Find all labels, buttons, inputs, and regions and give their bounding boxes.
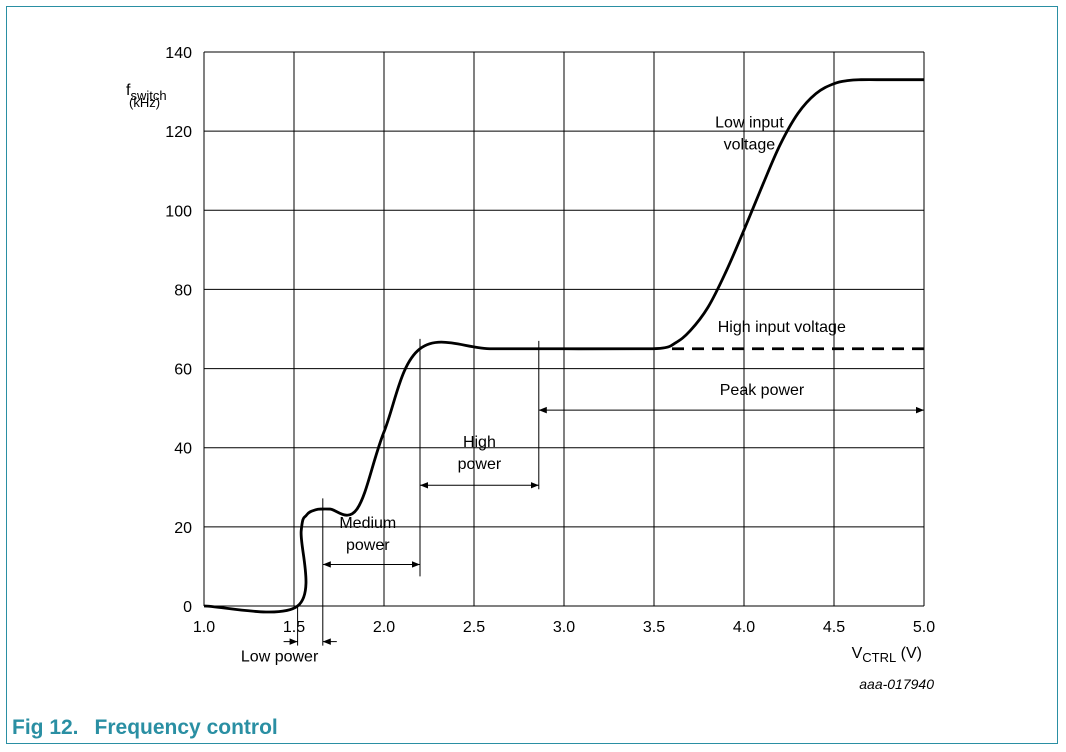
y-tick-label: 120 xyxy=(165,124,192,141)
x-tick-label: 3.5 xyxy=(643,619,665,636)
y-tick-label: 100 xyxy=(165,203,192,220)
figure-frame xyxy=(6,6,1058,744)
annotation-medium-power: power xyxy=(346,537,390,554)
annotation-high-power: power xyxy=(458,456,502,473)
y-tick-label: 60 xyxy=(174,362,192,379)
series-curves xyxy=(203,78,925,614)
y-tick-label: 140 xyxy=(165,45,192,62)
annotation-low-input: voltage xyxy=(724,137,776,154)
figure-title: Frequency control xyxy=(94,716,278,739)
figure-code: aaa-017940 xyxy=(859,676,934,692)
annotations: Low input voltage High input voltage Peak p… xyxy=(241,115,846,666)
annotation-low-power: Low power xyxy=(241,648,319,665)
range-arrows xyxy=(283,406,924,645)
annotation-low-input: Low input xyxy=(715,115,784,132)
x-tick-label: 1.5 xyxy=(283,619,305,636)
figure-caption: Fig 12. Frequency control xyxy=(12,716,278,740)
x-axis-label: VCTRL (V) xyxy=(852,645,922,665)
y-tick-label: 80 xyxy=(174,282,192,299)
y-tick-label: 0 xyxy=(183,599,192,616)
x-tick-label: 2.5 xyxy=(463,619,485,636)
annotation-medium-power: Medium xyxy=(339,515,396,532)
x-tick-label: 2.0 xyxy=(373,619,395,636)
tick-labels: 1.0 1.5 2.0 2.5 3.0 3.5 4.0 4.5 5.0 0 20 40 60 80 100 1… xyxy=(165,45,935,636)
y-axis-unit: (kHz) xyxy=(129,95,160,110)
x-tick-label: 4.0 xyxy=(733,619,755,636)
x-tick-label: 1.0 xyxy=(193,619,215,636)
annotation-high-power: High xyxy=(463,434,496,451)
annotation-peak-power: Peak power xyxy=(720,382,805,399)
grid-lines xyxy=(203,51,925,607)
x-tick-label: 5.0 xyxy=(913,619,935,636)
range-markers xyxy=(297,338,540,646)
y-tick-label: 40 xyxy=(174,441,192,458)
figure-number: Fig 12. xyxy=(12,716,79,739)
axis-labels: fswitch(kHz) VCTRL (V) xyxy=(126,82,922,665)
series-line-low-input-voltage xyxy=(203,78,925,614)
x-tick-label: 3.0 xyxy=(553,619,575,636)
annotation-high-input: High input voltage xyxy=(718,319,846,336)
y-tick-label: 20 xyxy=(174,520,192,537)
x-tick-label: 4.5 xyxy=(823,619,845,636)
y-axis-label: fswitch xyxy=(126,82,167,103)
